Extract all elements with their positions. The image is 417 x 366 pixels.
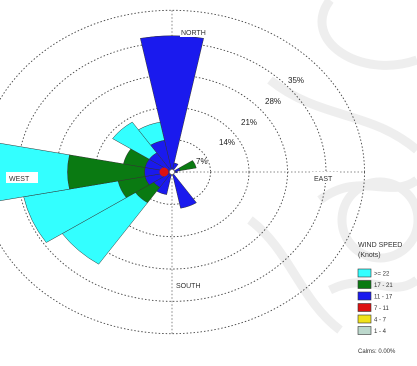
ring-label-35: 35% — [288, 76, 304, 85]
ring-label-21: 21% — [241, 118, 257, 127]
legend-swatch-5 — [357, 326, 372, 335]
direction-label-south: SOUTH — [176, 283, 201, 290]
ring-label-28: 28% — [265, 97, 281, 106]
legend-unit: (Knots) — [358, 252, 381, 259]
ring-label-7: 7% — [196, 157, 208, 166]
legend-swatch-4 — [357, 314, 372, 324]
legend-swatch-3 — [357, 303, 372, 312]
petal-0-segment-0 — [140, 35, 204, 173]
legend-label-1: 17 - 21 — [374, 283, 393, 289]
petal-157.5-segment-0 — [171, 171, 197, 209]
ring-4 — [0, 9, 365, 335]
petals — [0, 35, 204, 265]
legend-title: WIND SPEED — [358, 242, 402, 249]
direction-label-east: EAST — [314, 176, 333, 183]
direction-labels: NORTH EAST SOUTH WEST — [6, 26, 340, 290]
center-marker — [159, 167, 175, 177]
legend-swatch-0 — [357, 268, 372, 278]
legend-label-2: 11 - 17 — [374, 295, 393, 301]
legend-label-3: 7 - 11 — [374, 306, 390, 312]
legend-calms: Calms: 0.00% — [358, 349, 396, 355]
direction-label-north: NORTH — [181, 30, 206, 37]
direction-label-west: WEST — [9, 176, 30, 183]
legend-label-0: >= 22 — [374, 272, 390, 278]
petal-315-segment-1 — [112, 121, 158, 160]
legend-label-4: 4 - 7 — [374, 318, 387, 324]
legend-swatch-1 — [357, 280, 372, 289]
ring-labels: 7% 14% 21% 28% 35% — [196, 76, 304, 166]
legend-swatch-2 — [357, 291, 372, 301]
petal-337.5-segment-1 — [138, 121, 165, 146]
legend-label-5: 1 - 4 — [374, 329, 387, 335]
ring-label-14: 14% — [219, 138, 235, 147]
watermark-pattern — [247, 0, 417, 334]
petal-67.5-segment-1 — [178, 160, 197, 171]
legend: WIND SPEED (Knots) >= 22 17 - 21 11 - 17 7 … — [357, 242, 402, 355]
